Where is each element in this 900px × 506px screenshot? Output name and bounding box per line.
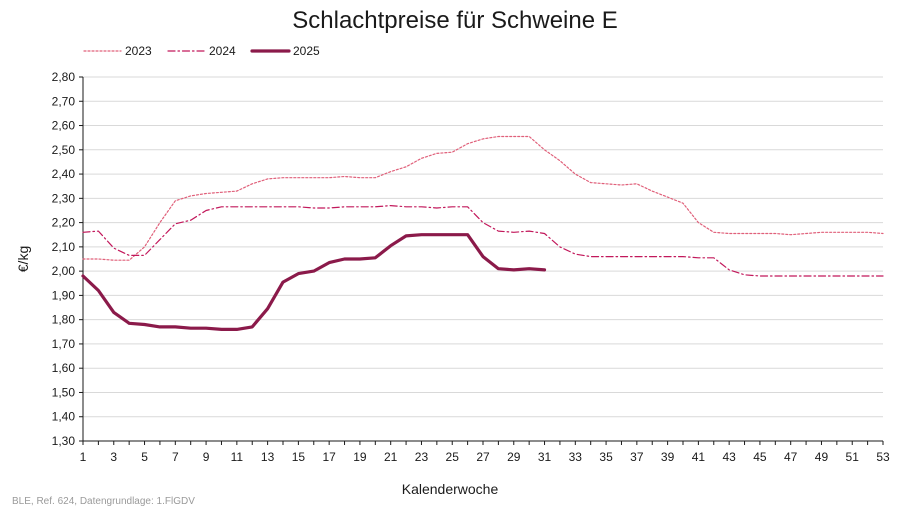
x-tick-label: 51 — [846, 450, 860, 464]
x-tick-label: 5 — [141, 450, 148, 464]
x-tick-label: 53 — [876, 450, 890, 464]
x-tick-label: 47 — [784, 450, 798, 464]
chart-title: Schlachtpreise für Schweine E — [292, 7, 618, 34]
x-tick-label: 1 — [80, 450, 87, 464]
y-tick-label: 2,80 — [52, 70, 76, 84]
y-tick-label: 2,30 — [52, 191, 76, 205]
x-tick-label: 45 — [753, 450, 767, 464]
y-tick-label: 1,60 — [52, 361, 76, 375]
x-tick-label: 3 — [110, 450, 117, 464]
x-tick-label: 15 — [292, 450, 306, 464]
source-note: BLE, Ref. 624, Datengrundlage: 1.FlGDV — [12, 496, 195, 506]
y-tick-label: 2,70 — [52, 94, 76, 108]
y-tick-label: 2,00 — [52, 264, 76, 278]
series-line-2025 — [81, 233, 547, 331]
x-tick-label: 31 — [538, 450, 552, 464]
x-tick-label: 9 — [203, 450, 210, 464]
y-tick-label: 1,80 — [52, 313, 76, 327]
y-tick-label: 1,50 — [52, 385, 76, 399]
x-tick-label: 43 — [722, 450, 736, 464]
x-tick-label: 21 — [384, 450, 398, 464]
y-tick-label: 1,90 — [52, 288, 76, 302]
y-tick-label: 1,30 — [52, 434, 76, 448]
y-tick-label: 2,40 — [52, 167, 76, 181]
x-tick-label: 17 — [322, 450, 336, 464]
y-axis-label: €/kg — [15, 246, 31, 272]
x-tick-label: 27 — [476, 450, 490, 464]
series-lines — [81, 135, 884, 331]
x-tick-label: 41 — [692, 450, 706, 464]
x-tick-label: 7 — [172, 450, 179, 464]
legend: 2023 2024 2025 — [83, 44, 320, 58]
y-tick-label: 2,10 — [52, 240, 76, 254]
legend-label-2024: 2024 — [209, 44, 236, 58]
x-tick-label: 37 — [630, 450, 644, 464]
y-tick-label: 2,60 — [52, 119, 76, 133]
y-tick-label: 1,70 — [52, 337, 76, 351]
x-tick-label: 49 — [815, 450, 829, 464]
x-tick-label: 19 — [353, 450, 367, 464]
x-tick-label: 13 — [261, 450, 275, 464]
series-line-2024 — [82, 205, 884, 277]
x-tick-label: 39 — [661, 450, 675, 464]
x-tick-label: 25 — [446, 450, 460, 464]
series-line-2023 — [82, 135, 884, 261]
legend-label-2025: 2025 — [293, 44, 320, 58]
x-tick-label: 23 — [415, 450, 429, 464]
y-tick-label: 2,50 — [52, 143, 76, 157]
gridlines — [83, 76, 883, 418]
y-tick-label: 1,40 — [52, 410, 76, 424]
x-tick-label: 29 — [507, 450, 521, 464]
x-tick-label: 11 — [231, 450, 244, 464]
legend-label-2023: 2023 — [125, 44, 152, 58]
axes — [82, 77, 883, 442]
x-tick-label: 35 — [599, 450, 613, 464]
x-tick-label: 33 — [569, 450, 583, 464]
y-tick-label: 2,20 — [52, 216, 76, 230]
x-axis-ticks: 1 3 5 7 9 11 13 15 17 19 21 23 25 27 29 31 33 35 37 39 41 43 4… — [80, 441, 890, 464]
x-axis-label: Kalenderwoche — [402, 481, 499, 497]
y-axis-ticks: 1,30 1,40 1,50 1,60 1,70 1,80 1,90 2,00 2,10 2,20… — [52, 70, 83, 448]
